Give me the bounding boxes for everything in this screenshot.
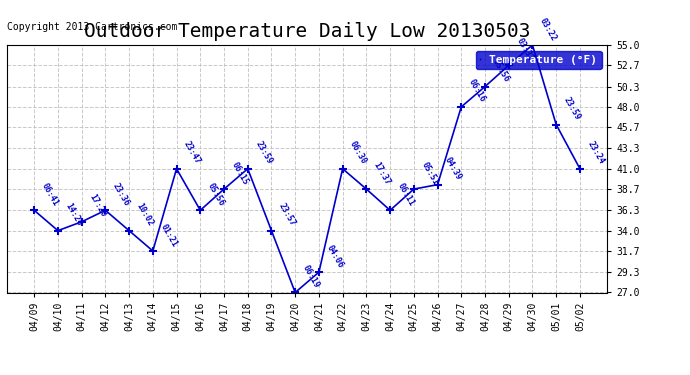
Legend: Temperature (°F): Temperature (°F) [476,51,602,69]
Text: 06:16: 06:16 [467,78,487,104]
Text: 03:32: 03:32 [514,36,535,63]
Text: 06:41: 06:41 [40,182,60,207]
Text: 03:22: 03:22 [538,16,558,42]
Text: 23:59: 23:59 [562,96,582,122]
Text: 14:20: 14:20 [63,202,83,228]
Text: 06:15: 06:15 [230,160,250,186]
Text: 06:19: 06:19 [301,264,321,290]
Text: 06:30: 06:30 [348,140,368,166]
Text: 17:20: 17:20 [87,193,108,219]
Text: 23:57: 23:57 [277,202,297,228]
Text: 06:11: 06:11 [395,182,416,207]
Text: 17:37: 17:37 [372,160,392,186]
Text: Copyright 2013 Cartronics.com: Copyright 2013 Cartronics.com [7,22,177,32]
Text: 23:36: 23:36 [111,182,131,207]
Text: 04:06: 04:06 [324,243,345,269]
Text: 01:21: 01:21 [159,222,179,248]
Text: 10:02: 10:02 [135,202,155,228]
Text: 05:56: 05:56 [206,182,226,207]
Text: 05:51: 05:51 [420,160,440,186]
Text: 23:59: 23:59 [253,140,273,166]
Text: 04:39: 04:39 [443,156,464,182]
Title: Outdoor Temperature Daily Low 20130503: Outdoor Temperature Daily Low 20130503 [83,22,531,40]
Text: 23:47: 23:47 [182,140,202,166]
Text: 23:24: 23:24 [586,140,606,166]
Text: 05:56: 05:56 [491,58,511,84]
